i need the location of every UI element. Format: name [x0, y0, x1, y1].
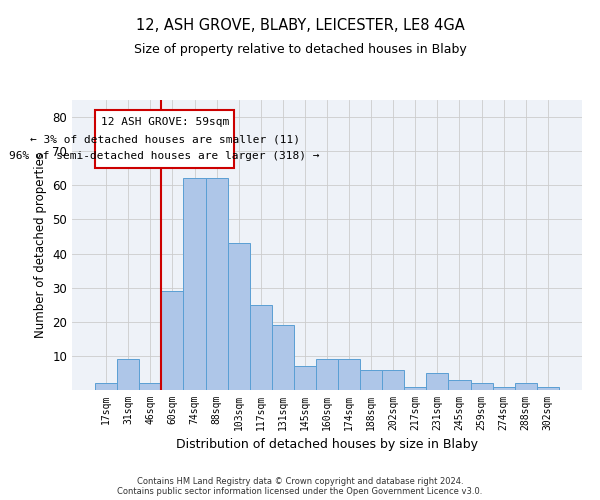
Bar: [493, 386, 515, 390]
Text: ← 3% of detached houses are smaller (11): ← 3% of detached houses are smaller (11): [30, 134, 300, 144]
Bar: [206, 178, 227, 390]
Text: Contains HM Land Registry data © Crown copyright and database right 2024.: Contains HM Land Registry data © Crown c…: [137, 477, 463, 486]
Bar: [161, 291, 184, 390]
FancyBboxPatch shape: [95, 110, 234, 168]
Y-axis label: Number of detached properties: Number of detached properties: [34, 152, 47, 338]
Text: 96% of semi-detached houses are larger (318) →: 96% of semi-detached houses are larger (…: [10, 152, 320, 162]
Bar: [470, 383, 493, 390]
Bar: [360, 370, 382, 390]
Bar: [537, 386, 559, 390]
Bar: [338, 360, 360, 390]
Bar: [515, 383, 537, 390]
Bar: [139, 383, 161, 390]
Bar: [184, 178, 206, 390]
Bar: [250, 304, 272, 390]
Bar: [95, 383, 117, 390]
Text: Contains public sector information licensed under the Open Government Licence v3: Contains public sector information licen…: [118, 487, 482, 496]
X-axis label: Distribution of detached houses by size in Blaby: Distribution of detached houses by size …: [176, 438, 478, 452]
Bar: [316, 360, 338, 390]
Text: Size of property relative to detached houses in Blaby: Size of property relative to detached ho…: [134, 42, 466, 56]
Bar: [294, 366, 316, 390]
Bar: [227, 244, 250, 390]
Text: 12, ASH GROVE, BLABY, LEICESTER, LE8 4GA: 12, ASH GROVE, BLABY, LEICESTER, LE8 4GA: [136, 18, 464, 32]
Bar: [272, 325, 294, 390]
Bar: [427, 373, 448, 390]
Bar: [404, 386, 427, 390]
Bar: [117, 360, 139, 390]
Bar: [448, 380, 470, 390]
Text: 12 ASH GROVE: 59sqm: 12 ASH GROVE: 59sqm: [101, 117, 229, 127]
Bar: [382, 370, 404, 390]
